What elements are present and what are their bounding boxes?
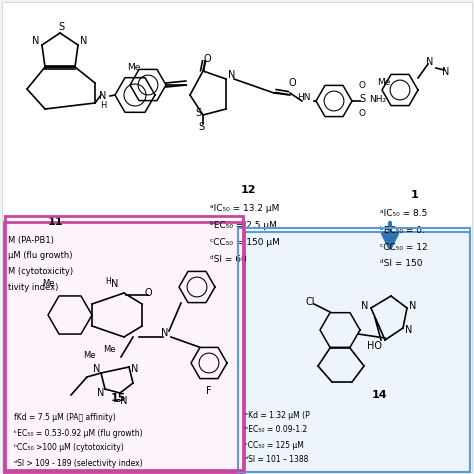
Text: tivity index): tivity index) bbox=[8, 283, 58, 292]
Text: M (cytotoxicity): M (cytotoxicity) bbox=[8, 267, 73, 276]
Text: ᶜCC₅₀ = 12: ᶜCC₅₀ = 12 bbox=[380, 243, 428, 252]
Text: ᵇEC₅₀ = 0.: ᵇEC₅₀ = 0. bbox=[380, 226, 425, 235]
Text: 11: 11 bbox=[47, 217, 63, 227]
Text: N: N bbox=[228, 70, 236, 80]
Text: ᶜCC₅₀ = 150 μM: ᶜCC₅₀ = 150 μM bbox=[210, 237, 280, 246]
Text: S: S bbox=[195, 108, 201, 118]
Text: O: O bbox=[288, 78, 296, 88]
Text: 1: 1 bbox=[411, 190, 419, 200]
Text: ᶜCC₅₀ = 125 μM: ᶜCC₅₀ = 125 μM bbox=[245, 440, 304, 449]
Text: HN: HN bbox=[297, 92, 311, 101]
Text: N: N bbox=[405, 325, 413, 335]
Bar bbox=[5, 216, 243, 470]
Text: ᵏEC₅₀ = 0.53-0.92 μM (flu growth): ᵏEC₅₀ = 0.53-0.92 μM (flu growth) bbox=[14, 428, 143, 438]
Bar bbox=[238, 228, 470, 472]
Bar bbox=[4, 222, 244, 472]
Text: S: S bbox=[58, 22, 64, 32]
Text: O: O bbox=[203, 54, 211, 64]
Text: 14: 14 bbox=[372, 390, 388, 400]
Text: Me: Me bbox=[83, 350, 95, 359]
Text: N: N bbox=[93, 364, 100, 374]
Text: Me: Me bbox=[42, 279, 54, 288]
Text: O: O bbox=[144, 288, 152, 298]
Text: N: N bbox=[100, 91, 107, 101]
Text: H: H bbox=[100, 100, 106, 109]
Text: 12: 12 bbox=[240, 185, 256, 195]
Text: μM (flu growth): μM (flu growth) bbox=[8, 252, 73, 261]
Text: N: N bbox=[111, 279, 118, 289]
Text: N: N bbox=[32, 36, 40, 46]
Text: N: N bbox=[80, 36, 88, 46]
Text: Cl: Cl bbox=[305, 297, 315, 307]
Text: N: N bbox=[442, 67, 450, 77]
Text: O: O bbox=[358, 81, 365, 90]
Text: S: S bbox=[359, 94, 365, 104]
Text: F: F bbox=[206, 386, 212, 396]
Text: N: N bbox=[97, 388, 105, 398]
Text: ᵈSI = 101 – 1388: ᵈSI = 101 – 1388 bbox=[245, 456, 309, 465]
Bar bbox=[238, 232, 470, 472]
Text: ᵉKd = 1.32 μM (P: ᵉKd = 1.32 μM (P bbox=[245, 410, 310, 419]
Text: O: O bbox=[358, 109, 365, 118]
Text: N: N bbox=[161, 328, 169, 338]
Text: N: N bbox=[426, 57, 434, 67]
Text: ʰCC₅₀ >100 μM (cytotoxicity): ʰCC₅₀ >100 μM (cytotoxicity) bbox=[14, 444, 124, 453]
Text: fKd = 7.5 μM (PAⲟ affinity): fKd = 7.5 μM (PAⲟ affinity) bbox=[14, 413, 116, 422]
Text: ᵃIC₅₀ = 8.5: ᵃIC₅₀ = 8.5 bbox=[380, 209, 428, 218]
Text: =N: =N bbox=[113, 396, 129, 406]
Text: Me: Me bbox=[103, 345, 115, 354]
Text: ᵈSI = 60: ᵈSI = 60 bbox=[210, 255, 247, 264]
Text: N: N bbox=[361, 301, 369, 311]
Text: S: S bbox=[198, 122, 204, 132]
Text: ᵃIC₅₀ = 13.2 μM: ᵃIC₅₀ = 13.2 μM bbox=[210, 203, 279, 212]
Text: M (PA-PB1): M (PA-PB1) bbox=[8, 236, 54, 245]
Text: ᵈSI = 150: ᵈSI = 150 bbox=[380, 259, 422, 268]
Text: ᵇEC₅₀ = 2.5 μM: ᵇEC₅₀ = 2.5 μM bbox=[210, 220, 277, 229]
Text: Me: Me bbox=[377, 78, 391, 86]
Text: NH₂: NH₂ bbox=[369, 94, 387, 103]
Text: HO: HO bbox=[367, 341, 383, 351]
Text: N: N bbox=[410, 301, 417, 311]
Text: 15: 15 bbox=[110, 393, 126, 403]
Text: H: H bbox=[105, 276, 111, 285]
Text: N: N bbox=[131, 364, 139, 374]
Text: ᵇEC₅₀ = 0.09-1.2: ᵇEC₅₀ = 0.09-1.2 bbox=[245, 426, 307, 435]
Text: ᵈSI > 109 - 189 (selectivity index): ᵈSI > 109 - 189 (selectivity index) bbox=[14, 458, 143, 467]
Text: Me: Me bbox=[128, 63, 141, 72]
